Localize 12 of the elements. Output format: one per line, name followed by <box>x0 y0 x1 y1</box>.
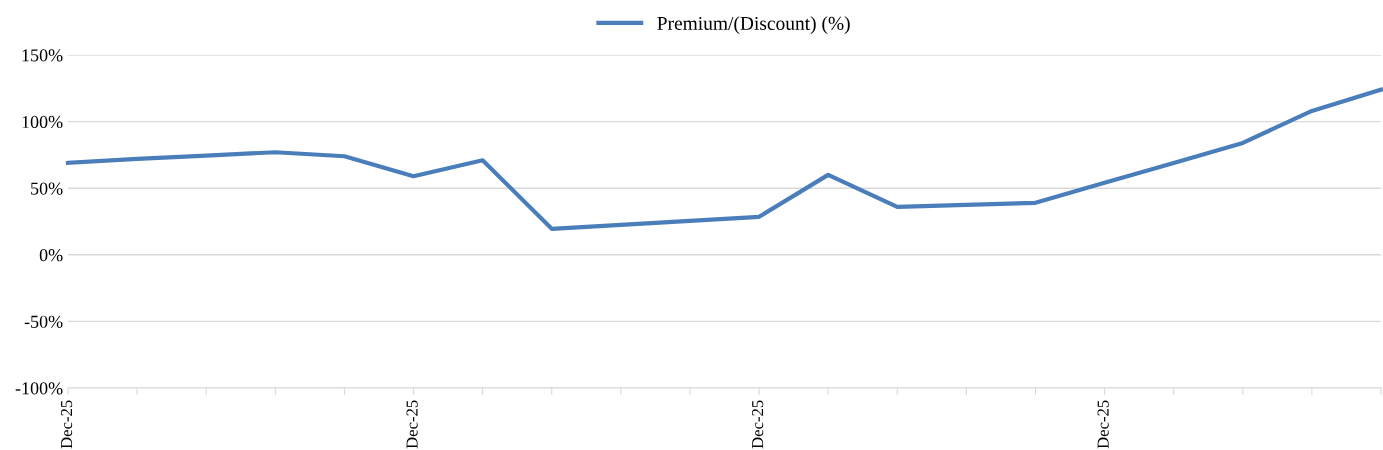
x-tick-label: Dec-25 <box>752 400 764 449</box>
x-tick-label: Dec-25 <box>60 400 73 449</box>
x-tick-label: Dec-25 <box>406 400 418 449</box>
y-tick-label: 100% <box>22 115 63 129</box>
y-tick-label: 150% <box>22 49 63 62</box>
legend-label: Premium/(Discount) (%) <box>657 16 850 34</box>
x-tick-label: Dec-25 <box>1097 400 1109 449</box>
y-tick-label: -50% <box>24 315 63 328</box>
y-tick-label: 0% <box>39 249 63 262</box>
y-tick-label: 50% <box>31 182 63 195</box>
line-series <box>65 87 1383 231</box>
y-tick-label: -100% <box>15 382 63 395</box>
